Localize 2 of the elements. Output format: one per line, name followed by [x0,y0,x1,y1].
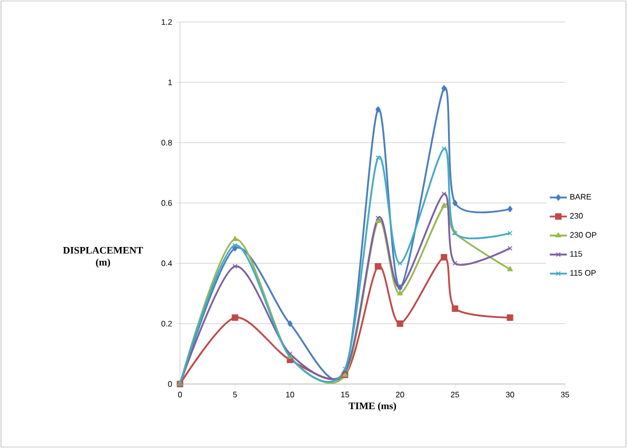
x-axis-title: TIME (ms) [348,402,396,412]
y-axis-title: DISPLACEMENT (m) [63,246,143,268]
